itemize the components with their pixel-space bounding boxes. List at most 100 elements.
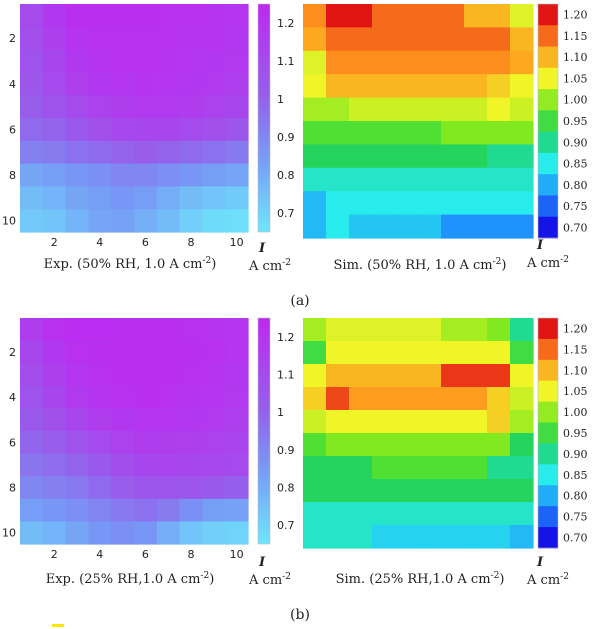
heatmap-cell [349,456,373,480]
heatmap-cell [510,479,534,503]
colorbar-frame [257,3,271,233]
heatmap-cell [303,27,327,52]
heatmap-cell [326,144,350,169]
heatmap-cell [20,498,44,522]
heatmap-cell [418,387,442,411]
heatmap-cell [349,525,373,549]
heatmap-cell [202,318,226,342]
x-tick-label: 2 [51,236,58,249]
heatmap-cell [349,191,373,216]
colorbar-tick-label: 0.8 [277,482,295,495]
heatmap-cell [372,4,396,28]
panel-caption: Sim. (50% RH, 1.0 A cm-2) [334,257,507,273]
unit-exponent: -2 [560,572,569,582]
heatmap-cell [225,4,249,28]
heatmap-cell [225,340,249,364]
heatmap-cell [510,144,534,169]
heatmap-cell [395,4,419,28]
caption-end: ) [211,257,216,272]
heatmap-cell [156,163,181,187]
heatmap-cell [303,144,327,169]
heatmap-cell [464,167,488,192]
colorbar-tick-label: 0.95 [563,427,588,440]
y-tick-label: 2 [9,346,16,359]
heatmap-cell [303,387,327,411]
heatmap-cell [156,140,181,165]
heatmap-cell [487,97,511,122]
heatmap-cell [20,4,44,28]
unit-main: A cm [248,573,282,588]
heatmap-cell [202,363,226,387]
heatmap-cell [42,49,67,73]
heatmap-cell [372,341,396,365]
heatmap-cell [65,408,89,432]
heatmap-cell [395,74,419,99]
heatmap-cell [418,410,442,434]
heatmap-cell [65,521,89,545]
heatmap-cell [42,385,67,409]
heatmap-cell [202,26,226,51]
y-tick-label: 6 [9,123,16,136]
heatmap-cell [156,95,181,119]
heatmap-cell [303,191,327,216]
heatmap-cell [395,456,419,480]
caption-superscript: -2 [202,256,211,266]
heatmap-cell [20,408,44,432]
heatmap-cell [42,140,67,165]
heatmap-cell [326,50,350,75]
heatmap-cell [441,144,465,169]
y-tick-label: 8 [9,169,16,182]
heatmap-cell [303,318,327,342]
heatmap-cell [510,27,534,52]
colorbar-tick-label: 0.9 [277,444,295,457]
heatmap-cell [202,186,226,210]
colorbar-tick-label: 1 [277,406,284,419]
heatmap-cell [418,341,442,365]
heatmap-cell [111,453,135,477]
heatmap-cell [179,140,203,165]
heatmap-cell [134,186,158,210]
heatmap-cell [179,521,203,545]
heatmap-cell [326,525,350,549]
heatmap-cell [464,341,488,365]
heatmap-cell [372,525,396,549]
x-tick-label: 4 [96,548,103,561]
heatmap-cell [111,95,135,119]
heatmap-cell [179,363,203,387]
heatmap-cell [326,74,350,99]
heatmap-cell [202,163,226,187]
heatmap-cell [349,50,373,75]
heatmap-cell [510,97,534,122]
heatmap-cell [42,95,67,119]
heatmap-cell [65,385,89,409]
heatmap-cell [42,521,67,545]
heatmap-cell [487,4,511,28]
heatmap-cell [134,4,158,28]
heatmap-cell [395,50,419,75]
heatmap-cell [303,121,327,145]
colorbar-band [538,110,558,133]
heatmap-cell [487,74,511,99]
x-tick-label: 6 [142,236,149,249]
heatmap-cell [395,121,419,145]
heatmap-cell [418,50,442,75]
heatmap-cell [88,209,112,233]
y-tick-label: 10 [2,527,16,540]
colorbar-unit-symbol: I [258,555,266,570]
heatmap-cell [134,140,158,165]
colorbar-tick-label: 1.2 [277,331,295,344]
heatmap-cell [372,502,396,526]
heatmap-cell [349,97,373,122]
heatmap-cell [487,479,511,503]
heatmap-cell [179,385,203,409]
heatmap-cell [349,144,373,169]
heatmap-cell [372,318,396,342]
heatmap-cell [65,431,89,455]
heatmap-cell [418,502,442,526]
heatmap-cell [464,74,488,99]
heatmap-cell [418,167,442,192]
heatmap-cell [510,456,534,480]
unit-exponent: -2 [282,572,291,582]
heatmap-cell [111,4,135,28]
heatmap-cell [88,318,112,342]
